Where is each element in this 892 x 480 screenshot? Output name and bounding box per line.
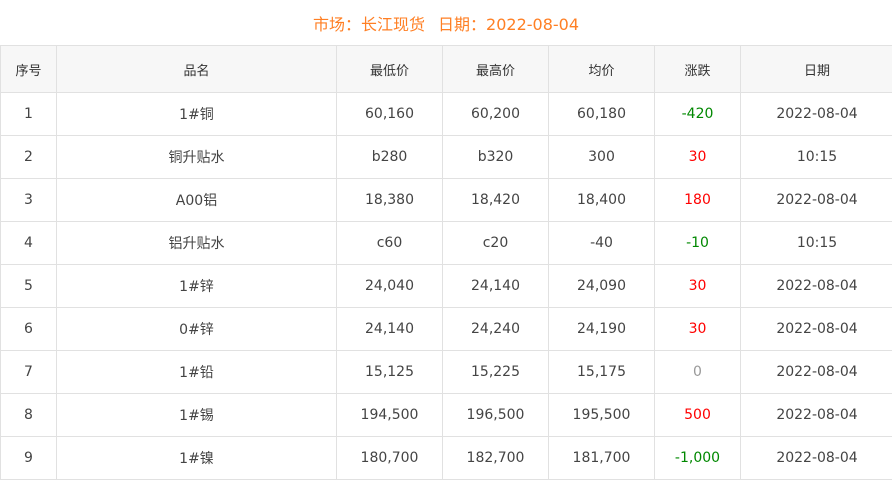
cell-no: 9	[1, 437, 57, 480]
header-no: 序号	[1, 46, 57, 93]
cell-change: 0	[655, 351, 741, 394]
cell-high: 15,225	[443, 351, 549, 394]
cell-low: 24,140	[337, 308, 443, 351]
cell-change: 30	[655, 136, 741, 179]
cell-name: 铜升贴水	[57, 136, 337, 179]
cell-date: 2022-08-04	[741, 394, 892, 437]
cell-name: 1#铅	[57, 351, 337, 394]
header-name: 品名	[57, 46, 337, 93]
cell-name: 铝升贴水	[57, 222, 337, 265]
cell-avg: 18,400	[549, 179, 655, 222]
market-label: 市场：长江现货	[313, 15, 425, 34]
cell-name: 1#镍	[57, 437, 337, 480]
cell-low: 180,700	[337, 437, 443, 480]
cell-avg: -40	[549, 222, 655, 265]
cell-no: 7	[1, 351, 57, 394]
cell-name: 1#锌	[57, 265, 337, 308]
cell-high: 24,240	[443, 308, 549, 351]
cell-date: 2022-08-04	[741, 351, 892, 394]
cell-low: 24,040	[337, 265, 443, 308]
cell-date: 2022-08-04	[741, 308, 892, 351]
cell-high: 24,140	[443, 265, 549, 308]
cell-avg: 15,175	[549, 351, 655, 394]
cell-date: 2022-08-04	[741, 93, 892, 136]
cell-low: 60,160	[337, 93, 443, 136]
cell-change: 30	[655, 265, 741, 308]
cell-high: 182,700	[443, 437, 549, 480]
cell-name: 1#铜	[57, 93, 337, 136]
date-label: 日期：2022-08-04	[438, 15, 579, 34]
cell-date: 2022-08-04	[741, 265, 892, 308]
cell-no: 6	[1, 308, 57, 351]
cell-no: 8	[1, 394, 57, 437]
cell-change: 180	[655, 179, 741, 222]
cell-high: 196,500	[443, 394, 549, 437]
cell-low: 194,500	[337, 394, 443, 437]
cell-change: 500	[655, 394, 741, 437]
cell-date: 10:15	[741, 222, 892, 265]
cell-no: 5	[1, 265, 57, 308]
cell-no: 4	[1, 222, 57, 265]
cell-low: c60	[337, 222, 443, 265]
cell-low: b280	[337, 136, 443, 179]
cell-avg: 24,190	[549, 308, 655, 351]
cell-change: -1,000	[655, 437, 741, 480]
cell-no: 3	[1, 179, 57, 222]
cell-change: -10	[655, 222, 741, 265]
cell-low: 15,125	[337, 351, 443, 394]
cell-avg: 195,500	[549, 394, 655, 437]
header-low: 最低价	[337, 46, 443, 93]
cell-name: 0#锌	[57, 308, 337, 351]
header-avg: 均价	[549, 46, 655, 93]
cell-high: c20	[443, 222, 549, 265]
cell-high: 60,200	[443, 93, 549, 136]
cell-low: 18,380	[337, 179, 443, 222]
cell-change: -420	[655, 93, 741, 136]
cell-date: 2022-08-04	[741, 179, 892, 222]
cell-date: 2022-08-04	[741, 437, 892, 480]
cell-avg: 24,090	[549, 265, 655, 308]
cell-avg: 300	[549, 136, 655, 179]
cell-avg: 60,180	[549, 93, 655, 136]
cell-no: 2	[1, 136, 57, 179]
cell-high: 18,420	[443, 179, 549, 222]
cell-avg: 181,700	[549, 437, 655, 480]
cell-name: A00铝	[57, 179, 337, 222]
header-change: 涨跌	[655, 46, 741, 93]
cell-date: 10:15	[741, 136, 892, 179]
cell-high: b320	[443, 136, 549, 179]
table-header: 序号品名最低价最高价均价涨跌日期	[1, 46, 892, 93]
cell-name: 1#锡	[57, 394, 337, 437]
page-title: 市场：长江现货 日期：2022-08-04	[0, 0, 892, 45]
cell-no: 1	[1, 93, 57, 136]
cell-change: 30	[655, 308, 741, 351]
header-date: 日期	[741, 46, 892, 93]
header-high: 最高价	[443, 46, 549, 93]
